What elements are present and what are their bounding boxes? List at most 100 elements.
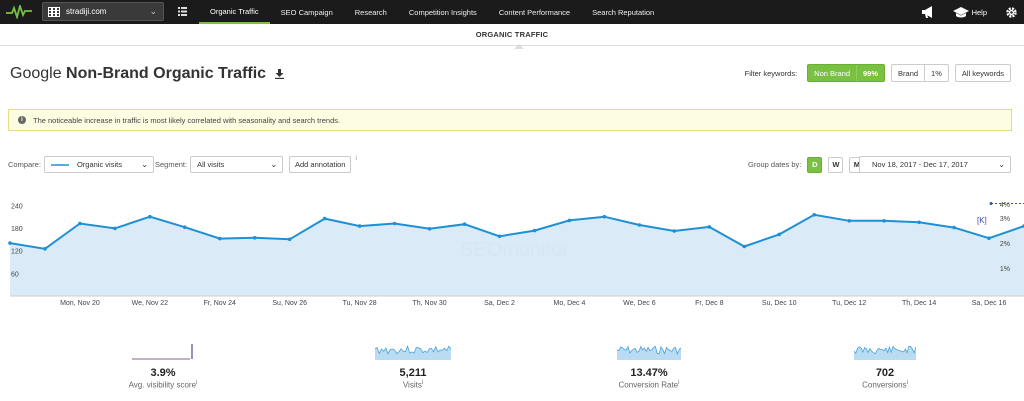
filter-non-brand-pct: 99%	[856, 65, 884, 81]
nav-tab-organic-traffic[interactable]: Organic Traffic	[199, 0, 270, 24]
kpi-conversion-rate-value: 13.47%	[630, 367, 668, 379]
info-icon[interactable]: i	[421, 380, 424, 386]
filter-non-brand-label: Non Brand	[814, 68, 851, 78]
x-tick-label: Th, Nov 30	[412, 300, 446, 307]
data-point	[183, 225, 187, 229]
kpi-visibility: 3.9% Avg. visibility scorei	[108, 342, 218, 390]
nav-tab-seo-campaign[interactable]: SEO Campaign	[280, 7, 333, 17]
date-range-select[interactable]: Nov 18, 2017 - Dec 17, 2017 ⌄	[859, 156, 1011, 173]
chevron-down-icon: ⌄	[998, 160, 1005, 169]
group-by-day-button[interactable]: D	[807, 156, 823, 173]
group-by-week-button[interactable]: W	[828, 156, 844, 173]
sparkline-area	[375, 346, 451, 360]
app-logo-icon[interactable]	[0, 0, 38, 24]
data-point	[742, 244, 747, 249]
help-button[interactable]: Help	[952, 6, 987, 18]
kpi-visits-sparkline	[374, 344, 452, 360]
nav-tab-research[interactable]: Research	[354, 7, 387, 17]
data-point	[113, 226, 117, 231]
annotation-marker-label: [K]	[977, 216, 987, 225]
series-line	[9, 213, 1024, 250]
chart-controls: Compare: Organic visits ⌄ Segment: All v…	[8, 156, 1012, 176]
info-icon[interactable]: i	[678, 380, 680, 386]
compare-control: Compare: Organic visits ⌄	[8, 156, 154, 173]
info-icon[interactable]: i	[196, 380, 198, 386]
x-tick-label: Fr, Dec 8	[695, 300, 724, 307]
data-point	[427, 227, 432, 231]
nav-tab-competition-insights[interactable]: Competition Insights	[408, 7, 477, 17]
kpi-conversions-label-text: Conversions	[862, 380, 907, 390]
filter-brand-pct: 1%	[924, 65, 948, 81]
segment-value: All visits	[197, 160, 225, 169]
series-area	[10, 214, 1024, 296]
x-tick-label: Th, Dec 14	[902, 300, 936, 307]
data-point	[567, 218, 572, 223]
kpi-conversion-rate-label: Conversion Ratei	[594, 380, 704, 390]
kpi-visibility-label-text: Avg. visibility score	[128, 380, 197, 390]
annotation-control: Add annotation i	[289, 156, 357, 173]
kpi-visits-label: Visitsi	[358, 380, 468, 390]
add-annotation-button[interactable]: Add annotation	[289, 156, 352, 173]
data-point	[987, 236, 991, 240]
kpi-visits-label-text: Visits	[402, 380, 422, 390]
x-tick-label: Su, Nov 26	[272, 300, 307, 307]
info-icon[interactable]: i	[906, 380, 908, 386]
top-nav-bar: stradiji.com ⌄ Organic Traffic SEO Campa…	[0, 0, 1024, 24]
data-point	[602, 214, 607, 219]
site-name: stradiji.com	[66, 7, 107, 16]
data-point	[777, 232, 781, 237]
x-tick-label: Mon, Nov 20	[60, 300, 100, 307]
segment-select[interactable]: All visits ⌄	[190, 156, 284, 173]
site-selector[interactable]: stradiji.com ⌄	[42, 2, 164, 21]
compare-select[interactable]: Organic visits ⌄	[43, 156, 154, 173]
gear-icon[interactable]	[1005, 6, 1018, 19]
segment-control: Segment: All visits ⌄	[155, 156, 284, 173]
nav-tab-content-performance[interactable]: Content Performance	[498, 7, 571, 17]
data-point	[287, 237, 292, 242]
x-tick-label: Tu, Dec 12	[832, 300, 866, 307]
filter-all-keywords-button[interactable]: All keywords	[954, 64, 1011, 82]
data-point	[847, 219, 851, 223]
kpi-conversion-rate-label-text: Conversion Rate	[618, 380, 679, 390]
data-point	[532, 228, 537, 233]
x-tick-label: Sa, Dec 16	[972, 300, 1007, 307]
sparkline-line	[374, 344, 452, 355]
data-point	[357, 224, 362, 228]
download-icon[interactable]	[274, 68, 284, 79]
main-nav: Organic Traffic SEO Campaign Research Co…	[199, 0, 665, 24]
y-right-tick-label: 1%	[1000, 266, 1010, 273]
group-dates-control: Group dates by: D W M	[748, 156, 865, 173]
grid-icon	[48, 6, 60, 17]
traffic-chart: SEOmonitor240180120604%3%2%1%[K]Mon, Nov…	[8, 201, 1024, 307]
nav-tab-search-reputation[interactable]: Search Reputation	[592, 7, 655, 17]
keyword-filters: Filter keywords: Non Brand 99% Brand 1% …	[745, 64, 1011, 82]
x-tick-label: Sa, Dec 2	[484, 300, 515, 307]
filter-non-brand-button[interactable]: Non Brand 99%	[807, 64, 886, 82]
chevron-down-icon: ⌄	[141, 160, 148, 169]
filter-all-label: All keywords	[961, 68, 1004, 78]
kpi-conversions: 702 Conversionsi	[830, 342, 940, 390]
kpi-visibility-label: Avg. visibility scorei	[108, 380, 218, 390]
data-point	[812, 213, 816, 217]
data-point	[882, 219, 886, 223]
line-legend-icon	[50, 163, 69, 166]
data-point	[637, 223, 642, 227]
page-title-prefix: Google	[10, 65, 62, 82]
data-point	[392, 221, 397, 226]
kpi-visibility-sparkline	[132, 344, 193, 360]
y-right-tick-label: 4%	[1000, 202, 1010, 209]
kpi-conversion-rate: 13.47% Conversion Ratei	[594, 342, 704, 390]
chevron-down-icon: ⌄	[270, 160, 278, 169]
x-tick-label: We, Dec 6	[623, 300, 656, 307]
filter-brand-label: Brand	[898, 68, 919, 78]
filter-label: Filter keywords:	[744, 68, 798, 78]
filter-brand-button[interactable]: Brand 1%	[891, 64, 949, 82]
list-icon[interactable]	[178, 7, 187, 16]
sparkline-line	[616, 345, 682, 356]
data-point	[253, 236, 257, 240]
data-point	[672, 229, 677, 233]
megaphone-icon[interactable]	[921, 6, 935, 18]
segment-label: Segment:	[155, 160, 188, 169]
info-superscript-icon: i	[355, 156, 357, 162]
y-tick-label: 120	[11, 249, 23, 256]
